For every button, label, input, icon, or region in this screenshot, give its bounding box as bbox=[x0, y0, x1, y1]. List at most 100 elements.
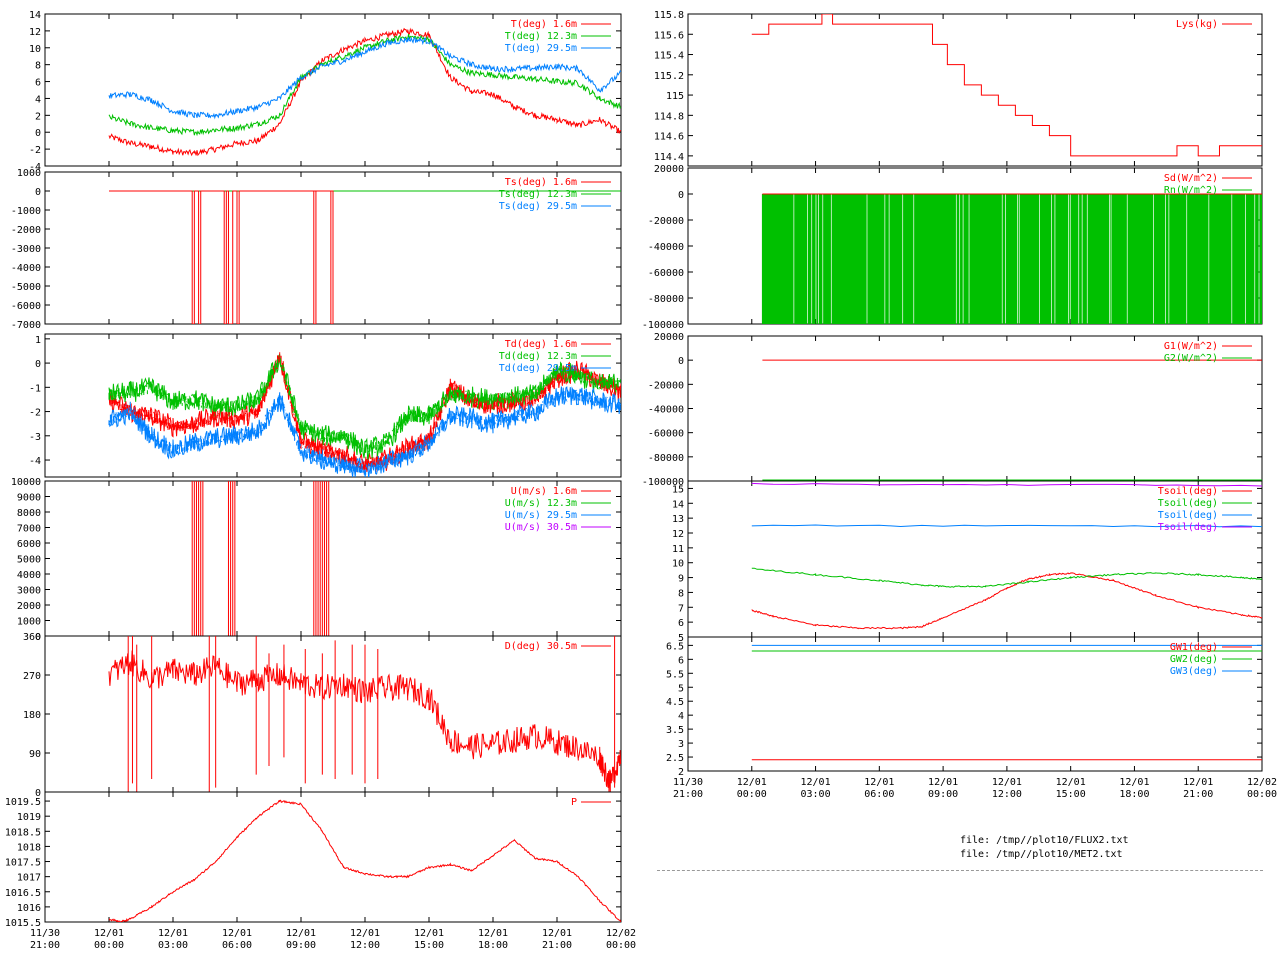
y-tick-label: 0 bbox=[35, 788, 41, 799]
y-tick-label: 12 bbox=[672, 529, 684, 540]
file-label-flux: file: /tmp//plot10/FLUX2.txt bbox=[960, 835, 1129, 846]
y-tick-label: 1016.5 bbox=[5, 888, 41, 899]
x-tick-date: 12/01 bbox=[158, 928, 188, 939]
legend: Lys(kg) bbox=[1176, 19, 1252, 30]
y-tick-label: 115.4 bbox=[654, 51, 684, 62]
y-tick-label: 6 bbox=[678, 618, 684, 629]
y-tick-label: 2000 bbox=[17, 601, 41, 612]
y-tick-label: -20000 bbox=[648, 380, 684, 391]
y-tick-label: 12 bbox=[29, 27, 41, 38]
y-tick-label: 4 bbox=[35, 94, 41, 105]
y-tick-label: 2 bbox=[35, 111, 41, 122]
x-tick-time: 03:00 bbox=[801, 789, 831, 800]
y-tick-label: 115.6 bbox=[654, 30, 684, 41]
series-t-1 bbox=[108, 33, 621, 137]
series-lys-0 bbox=[751, 14, 1262, 157]
y-tick-label: 1017.5 bbox=[5, 858, 41, 869]
legend-label: GW3(deg) bbox=[1170, 666, 1218, 677]
x-tick-time: 00:00 bbox=[606, 940, 636, 951]
legend-label: Td(deg) 29.5m bbox=[499, 363, 577, 374]
file-label-met: file: /tmp//plot10/MET2.txt bbox=[960, 849, 1123, 860]
y-tick-label: 1018.5 bbox=[5, 827, 41, 838]
y-tick-label: 3.5 bbox=[666, 725, 684, 736]
y-tick-label: -2 bbox=[29, 145, 41, 156]
x-tick-date: 12/01 bbox=[542, 928, 572, 939]
y-tick-label: 360 bbox=[23, 632, 41, 643]
legend-label: G1(W/m^2) bbox=[1164, 341, 1218, 352]
legend-label: Ts(deg) 1.6m bbox=[505, 177, 577, 188]
x-tick-date: 12/01 bbox=[928, 777, 958, 788]
series-td-noise-1 bbox=[108, 355, 621, 455]
x-tick-time: 00:00 bbox=[94, 940, 124, 951]
y-tick-label: 0 bbox=[35, 128, 41, 139]
y-tick-label: -100000 bbox=[642, 477, 684, 488]
y-tick-label: -5000 bbox=[11, 282, 41, 293]
y-tick-label: 4 bbox=[678, 711, 684, 722]
x-tick-date: 12/01 bbox=[801, 777, 831, 788]
y-tick-label: -3000 bbox=[11, 244, 41, 255]
y-tick-label: 1000 bbox=[17, 617, 41, 628]
x-tick-date: 12/01 bbox=[992, 777, 1022, 788]
y-tick-label: -1000 bbox=[11, 206, 41, 217]
legend-label: Ts(deg) 12.3m bbox=[499, 189, 577, 200]
y-tick-label: 1019.5 bbox=[5, 797, 41, 808]
y-tick-label: 15 bbox=[672, 484, 684, 495]
y-tick-label: 1015.5 bbox=[5, 918, 41, 929]
y-tick-label: 1017 bbox=[17, 873, 41, 884]
y-tick-label: 90 bbox=[29, 749, 41, 760]
series-td-noise-2 bbox=[108, 389, 621, 475]
y-tick-label: 8 bbox=[678, 588, 684, 599]
legend-label: Rn(W/m^2) bbox=[1164, 185, 1218, 196]
legend-label: T(deg) 29.5m bbox=[505, 43, 577, 54]
legend: Tsoil(deg)Tsoil(deg)Tsoil(deg)Tsoil(deg) bbox=[1158, 486, 1252, 533]
plot-frame bbox=[687, 13, 1263, 167]
legend-label: GW2(deg) bbox=[1170, 654, 1218, 665]
x-tick-time: 21:00 bbox=[30, 940, 60, 951]
y-tick-label: 1 bbox=[35, 335, 41, 346]
x-tick-time: 06:00 bbox=[864, 789, 894, 800]
y-tick-label: 6 bbox=[35, 78, 41, 89]
y-tick-label: 20000 bbox=[654, 164, 684, 175]
series-group bbox=[108, 636, 621, 792]
y-tick-label: 10 bbox=[29, 44, 41, 55]
legend-label: Sd(W/m^2) bbox=[1164, 173, 1218, 184]
y-tick-label: 1000 bbox=[17, 168, 41, 179]
y-tick-label: 9000 bbox=[17, 493, 41, 504]
y-tick-label: -40000 bbox=[648, 242, 684, 253]
x-tick-time: 00:00 bbox=[1247, 789, 1277, 800]
legend-label: U(m/s) 30.5m bbox=[505, 522, 577, 533]
y-tick-label: 114.4 bbox=[654, 152, 684, 163]
series-u-1-6m bbox=[326, 481, 330, 636]
series-u-1-6m bbox=[313, 481, 317, 636]
x-tick-time: 06:00 bbox=[222, 940, 252, 951]
series-td-1 bbox=[108, 353, 621, 461]
x-tick-date: 12/01 bbox=[1183, 777, 1213, 788]
y-tick-label: 115.8 bbox=[654, 10, 684, 21]
legend: T(deg) 1.6mT(deg) 12.3mT(deg) 29.5m bbox=[505, 19, 611, 54]
plot-frame bbox=[44, 791, 622, 923]
series-group bbox=[108, 799, 621, 922]
x-tick-date: 12/02 bbox=[606, 928, 636, 939]
y-tick-label: 10000 bbox=[11, 477, 41, 488]
chart-g: -100000 -80000 -60000 -40000 -20000 0 20000 G1(… bbox=[642, 332, 1263, 488]
y-tick-label: 180 bbox=[23, 710, 41, 721]
legend-label: Ts(deg) 29.5m bbox=[499, 201, 577, 212]
legend-label: U(m/s) 29.5m bbox=[505, 510, 577, 521]
x-tick-date: 12/01 bbox=[414, 928, 444, 939]
y-tick-label: -40000 bbox=[648, 405, 684, 416]
legend-label: Td(deg) 12.3m bbox=[499, 351, 577, 362]
y-tick-label: 13 bbox=[672, 514, 684, 525]
legend-label: D(deg) 30.5m bbox=[505, 641, 577, 652]
legend-label: Td(deg) 1.6m bbox=[505, 339, 577, 350]
legend-label: U(m/s) 12.3m bbox=[505, 498, 577, 509]
x-tick-date: 12/01 bbox=[286, 928, 316, 939]
y-tick-label: -80000 bbox=[648, 294, 684, 305]
x-tick-date: 12/01 bbox=[1056, 777, 1086, 788]
chart-p: 1015.5 1016 1016.5 1017 1017.5 1018 1018.5 1019… bbox=[5, 791, 636, 951]
x-tick-time: 09:00 bbox=[928, 789, 958, 800]
series-d-spikes bbox=[127, 636, 616, 792]
